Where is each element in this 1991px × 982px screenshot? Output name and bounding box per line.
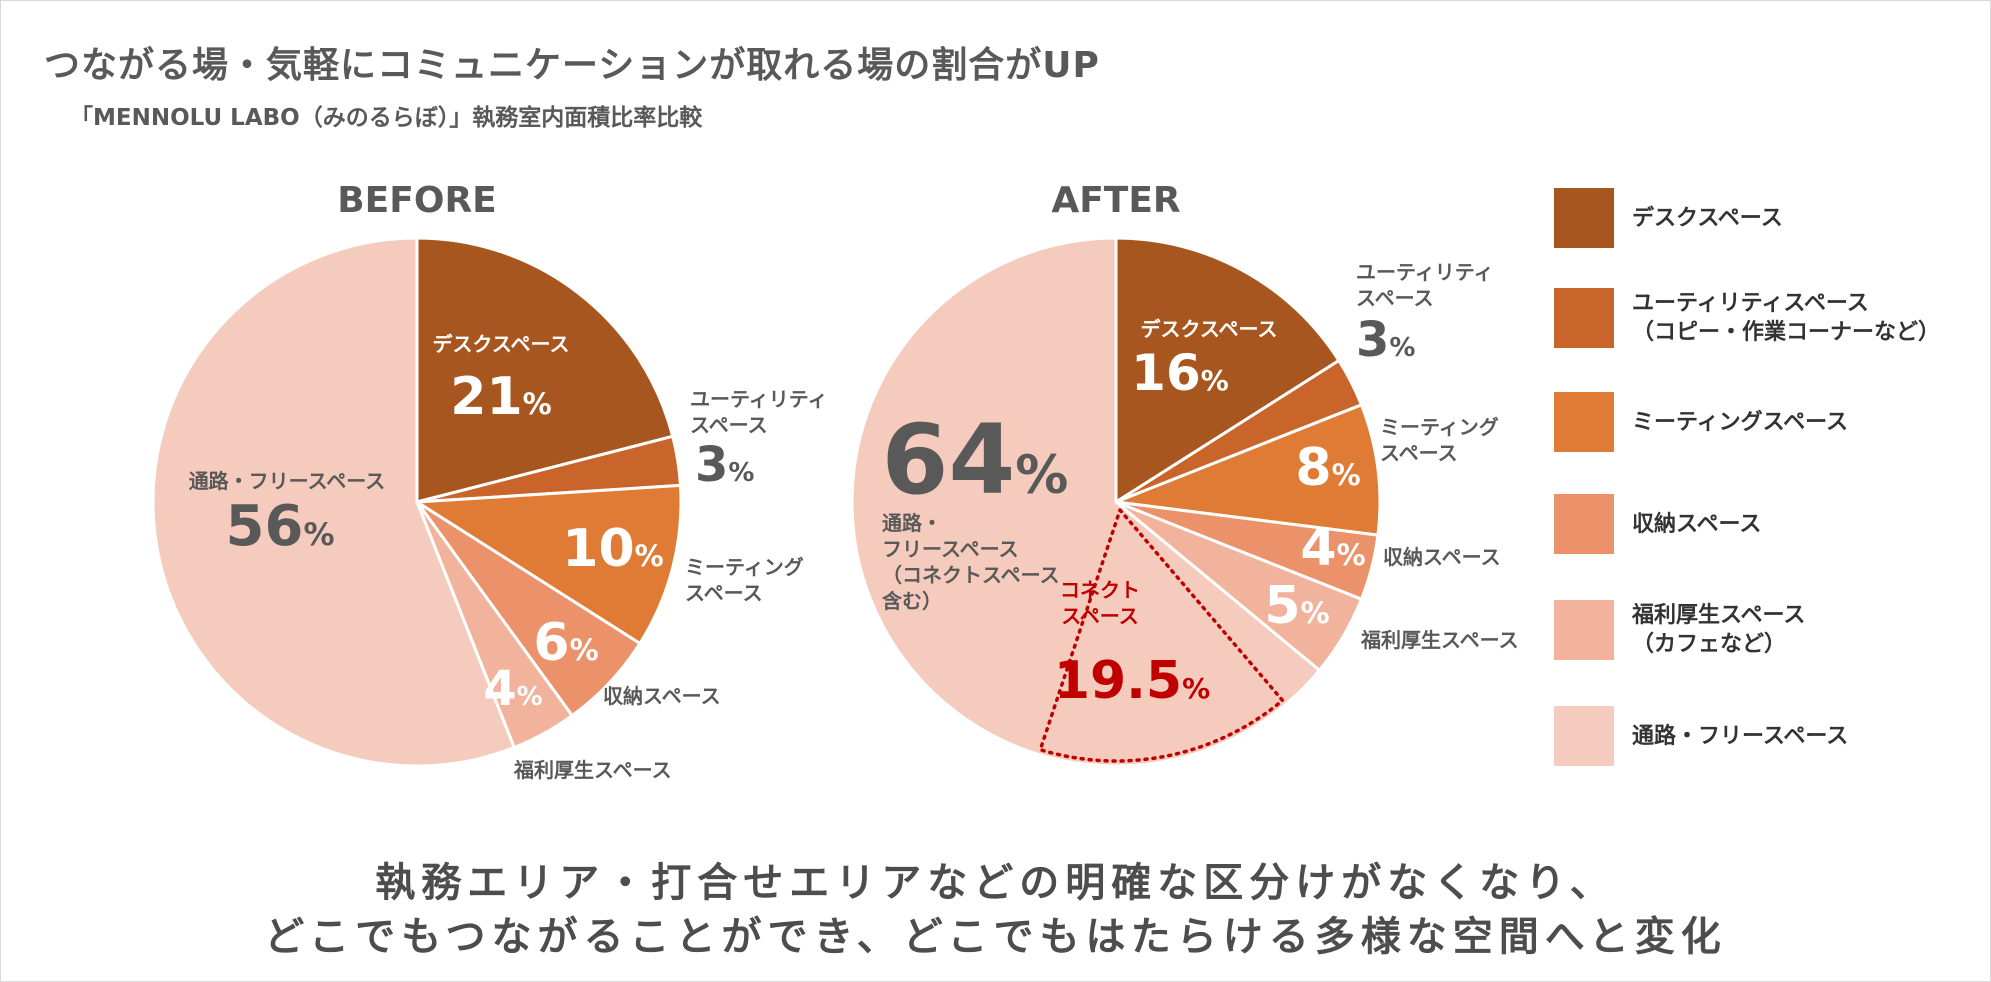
legend-swatch [1554,288,1614,348]
slice-name: デスクスペース [433,332,570,356]
legend-swatch [1554,188,1614,248]
slice-percent: 6% [533,613,598,673]
connect-space-percent: 19.5% [1054,651,1210,711]
slice-percent: 4% [1300,518,1365,578]
slice-name: ユーティリティ [1356,260,1494,284]
slice-label: 収納スペース 4% [1300,518,1500,578]
pie-slice [1114,236,1341,504]
legend-item-utility: ユーティリティスペース （コピー・作業コーナーなど） [1550,288,1970,350]
slice-percent: 3% [1356,312,1415,368]
legend-label: ミーティングスペース [1632,409,1849,435]
slice-name: 収納スペース [1383,545,1501,569]
slice-name: 含む） [882,589,942,613]
legend-label: 通路・フリースペース [1632,723,1849,749]
slice-name: 通路・ [882,511,942,535]
footer-line-1: 執務エリア・打合せエリアなどの明確な区分けがなくなり、 [375,860,1616,906]
legend-label: 収納スペース [1632,511,1762,537]
legend-item-welfare: 福利厚生スペース （カフェなど） [1550,600,1970,662]
chart-title: AFTER [1051,180,1180,221]
slice-name: フリースペース [882,537,1019,561]
slice-name: スペース [1380,441,1458,465]
slice-name: ユーティリティ [690,387,828,411]
legend-swatch [1554,706,1614,766]
legend-item-free: 通路・フリースペース [1550,706,1970,768]
slice-name: 福利厚生スペース [513,758,672,782]
slice-percent: 10% [562,519,663,579]
slice-name: （コネクトスペース [882,563,1060,587]
legend-item-storage: 収納スペース [1550,494,1970,556]
legend-label: ユーティリティスペース （コピー・作業コーナーなど） [1632,291,1941,345]
slice-percent: 56% [226,494,335,559]
slice-label: 福利厚生スペース 5% [1264,576,1518,652]
connect-space-label: コネクトスペース 19.5% [1054,578,1210,711]
legend-swatch [1554,494,1614,554]
slice-name: スペース [690,413,768,437]
footer-line-2: どこでもつながることができ、どこでもはたらける多様な空間へと変化 [264,914,1727,960]
slice-name: ミーティング [685,555,804,579]
slice-name: スペース [1356,286,1434,310]
legend-item-meeting: ミーティングスペース [1550,392,1970,454]
slice-percent: 16% [1131,344,1229,402]
slice-percent: 8% [1295,438,1360,498]
chart-title: BEFORE [337,180,497,221]
slice-percent: 64% [882,404,1069,516]
pie-slice [850,236,1321,768]
pie-slice [415,236,675,504]
legend-swatch [1554,392,1614,452]
connect-space-name: スペース [1061,604,1139,628]
slice-name: ミーティング [1380,415,1499,439]
legend-swatch [1554,600,1614,660]
legend-label: デスクスペース [1632,205,1783,231]
slice-percent: 3% [695,437,754,493]
slice-name: 収納スペース [603,684,721,708]
slice-label: ミーティングスペース 8% [1295,415,1498,498]
slice-label: ミーティングスペース 10% [562,519,804,605]
slice-percent: 21% [450,367,551,427]
slice-label: デスクスペース 21% [433,332,570,427]
page-subtitle: 「MENNOLU LABO（みのるらぼ）」執務室内面積比率比較 [70,105,703,131]
slice-name: 通路・フリースペース [189,469,386,493]
slice-percent: 5% [1264,576,1329,636]
pie-slice [151,236,516,768]
pie-slice [1114,403,1382,537]
page-title: つながる場・気軽にコミュニケーションが取れる場の割合がUP [44,45,1100,86]
legend-item-desk: デスクスペース [1550,188,1970,250]
connect-space-name: コネクト [1060,578,1140,602]
slice-percent: 4% [483,661,542,717]
pie-after: AFTERデスクスペース16%ユーティリティスペース3%ミーティングスペース8%… [850,180,1519,768]
legend-label: 福利厚生スペース （カフェなど） [1632,603,1806,657]
connect-space-outline [1038,508,1285,763]
slice-name: スペース [685,581,763,605]
slice-label: 福利厚生スペース 4% [483,661,671,782]
slice-name: デスクスペース [1141,317,1278,341]
slice-label: デスクスペース 16% [1131,317,1277,402]
pie-slice [415,483,683,645]
slice-name: 福利厚生スペース [1360,628,1519,652]
